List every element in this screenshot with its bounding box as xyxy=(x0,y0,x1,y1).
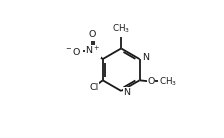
Text: CH$_3$: CH$_3$ xyxy=(159,75,178,88)
Text: CH$_3$: CH$_3$ xyxy=(112,22,130,35)
Text: $^-$O: $^-$O xyxy=(64,46,82,57)
Text: O: O xyxy=(148,77,155,86)
Text: Cl: Cl xyxy=(89,83,98,92)
Text: N$^+$: N$^+$ xyxy=(85,45,100,57)
Text: O: O xyxy=(89,30,96,39)
Text: N: N xyxy=(123,88,131,97)
Text: N: N xyxy=(142,53,149,62)
